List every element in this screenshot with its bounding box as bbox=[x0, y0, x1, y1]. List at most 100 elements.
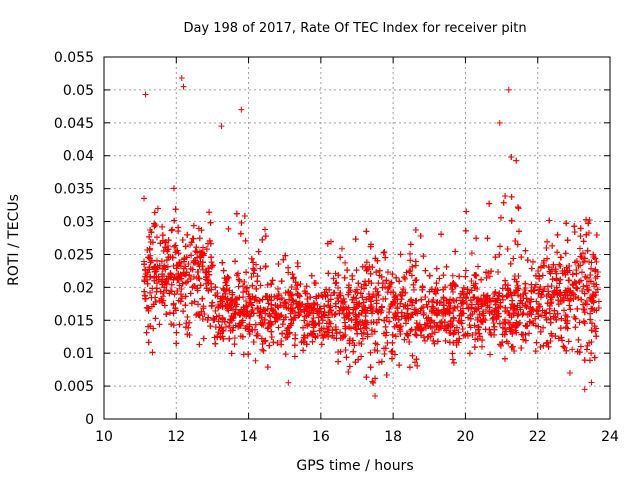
data-point bbox=[243, 285, 250, 292]
data-point bbox=[363, 296, 370, 303]
data-point bbox=[252, 321, 259, 328]
data-point bbox=[141, 292, 148, 299]
data-point bbox=[242, 325, 249, 332]
data-point bbox=[374, 347, 381, 354]
data-point bbox=[406, 339, 413, 346]
data-point bbox=[397, 251, 404, 258]
data-point bbox=[309, 338, 316, 345]
data-point bbox=[473, 235, 480, 242]
data-point bbox=[508, 154, 515, 161]
data-point bbox=[353, 267, 360, 274]
data-point bbox=[367, 349, 374, 356]
data-point bbox=[332, 326, 339, 333]
data-point bbox=[303, 341, 310, 348]
data-point bbox=[554, 231, 561, 238]
data-point bbox=[571, 314, 578, 321]
data-point bbox=[588, 305, 595, 312]
data-point bbox=[373, 297, 380, 304]
data-point bbox=[577, 225, 584, 232]
data-point bbox=[171, 291, 178, 298]
data-point bbox=[400, 303, 407, 310]
data-point bbox=[583, 301, 590, 308]
data-point bbox=[580, 306, 587, 313]
data-point bbox=[320, 334, 327, 341]
data-point bbox=[511, 347, 518, 354]
data-point bbox=[186, 332, 193, 339]
data-point bbox=[583, 274, 590, 281]
data-point bbox=[355, 301, 362, 308]
data-point bbox=[262, 263, 269, 270]
data-point bbox=[358, 341, 365, 348]
data-point bbox=[497, 303, 504, 310]
data-point bbox=[393, 322, 400, 329]
data-point bbox=[570, 282, 577, 289]
data-point bbox=[294, 282, 301, 289]
data-point bbox=[488, 268, 495, 275]
data-point bbox=[536, 273, 543, 280]
data-point bbox=[288, 283, 295, 290]
data-point bbox=[391, 351, 398, 358]
data-point bbox=[381, 317, 388, 324]
data-point bbox=[431, 340, 438, 347]
data-point bbox=[407, 241, 414, 248]
data-point bbox=[504, 246, 511, 253]
data-point bbox=[557, 263, 564, 270]
data-point bbox=[194, 249, 201, 256]
data-point bbox=[254, 305, 261, 312]
data-point bbox=[566, 302, 573, 309]
data-point bbox=[588, 327, 595, 334]
data-point bbox=[569, 281, 576, 288]
data-point bbox=[182, 293, 189, 300]
data-point bbox=[522, 247, 529, 254]
data-point bbox=[486, 310, 493, 317]
data-point bbox=[588, 265, 595, 272]
data-point bbox=[290, 297, 297, 304]
data-point bbox=[146, 255, 153, 262]
data-point bbox=[361, 285, 368, 292]
data-point bbox=[522, 290, 529, 297]
data-point bbox=[187, 290, 194, 297]
data-point bbox=[592, 274, 599, 281]
data-point bbox=[367, 364, 374, 371]
data-point bbox=[177, 291, 184, 298]
data-point bbox=[249, 326, 256, 333]
data-point bbox=[395, 316, 402, 323]
data-point bbox=[443, 327, 450, 334]
data-point bbox=[518, 344, 525, 351]
data-point bbox=[284, 325, 291, 332]
data-point bbox=[580, 238, 587, 245]
data-point bbox=[194, 269, 201, 276]
data-point bbox=[353, 313, 360, 320]
data-point bbox=[360, 299, 367, 306]
data-point bbox=[221, 318, 228, 325]
data-point bbox=[533, 298, 540, 305]
data-point bbox=[345, 309, 352, 316]
data-point bbox=[533, 339, 540, 346]
data-point bbox=[513, 322, 520, 329]
data-point bbox=[562, 324, 569, 331]
data-point bbox=[172, 242, 179, 249]
data-point bbox=[245, 291, 252, 298]
data-point bbox=[164, 263, 171, 270]
data-point bbox=[508, 193, 515, 200]
data-point bbox=[449, 356, 456, 363]
data-point bbox=[574, 305, 581, 312]
data-point bbox=[449, 272, 456, 279]
data-point bbox=[417, 308, 424, 315]
data-point bbox=[285, 264, 292, 271]
data-point bbox=[383, 371, 390, 378]
data-point bbox=[363, 228, 370, 235]
data-point bbox=[388, 279, 395, 286]
data-point bbox=[274, 285, 281, 292]
data-point bbox=[141, 288, 148, 295]
data-point bbox=[170, 322, 177, 329]
data-point bbox=[537, 343, 544, 350]
data-point bbox=[363, 259, 370, 266]
data-point bbox=[307, 294, 314, 301]
data-point bbox=[304, 332, 311, 339]
data-point bbox=[335, 358, 342, 365]
data-point bbox=[168, 227, 175, 234]
data-point bbox=[196, 341, 203, 348]
data-point bbox=[195, 275, 202, 282]
data-point bbox=[440, 272, 447, 279]
